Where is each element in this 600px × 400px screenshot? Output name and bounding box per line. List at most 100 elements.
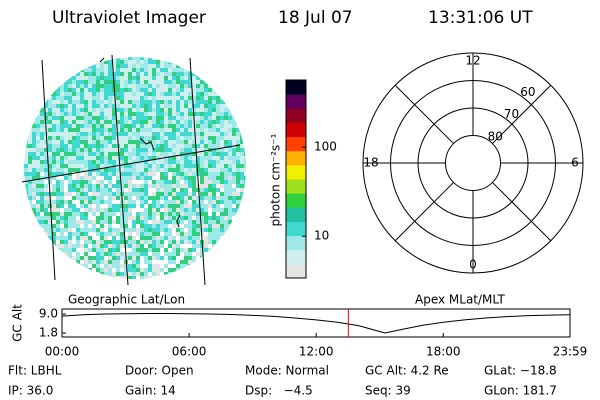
pixel <box>132 132 136 136</box>
pixel <box>32 200 36 204</box>
pixel <box>164 128 168 132</box>
pixel <box>76 224 80 228</box>
pixel <box>196 100 200 104</box>
pixel <box>52 136 56 140</box>
pixel <box>244 236 246 240</box>
pixel <box>176 184 180 188</box>
pixel <box>120 180 124 184</box>
pixel <box>228 72 232 76</box>
pixel <box>116 116 120 120</box>
pixel <box>200 280 204 284</box>
pixel <box>208 256 212 260</box>
pixel <box>24 96 28 100</box>
pixel <box>60 104 64 108</box>
pixel <box>232 228 236 232</box>
pixel <box>140 172 144 176</box>
pixel <box>152 72 156 76</box>
pixel <box>204 256 208 260</box>
pixel <box>108 160 112 164</box>
pixel <box>180 128 184 132</box>
pixel <box>56 160 60 164</box>
pixel <box>32 116 36 120</box>
pixel <box>24 252 28 256</box>
pixel <box>116 196 120 200</box>
pixel <box>108 112 112 116</box>
pixel <box>128 172 132 176</box>
pixel <box>140 132 144 136</box>
pixel <box>168 136 172 140</box>
pixel <box>168 224 172 228</box>
pixel <box>164 92 168 96</box>
pixel <box>228 180 232 184</box>
pixel <box>208 200 212 204</box>
pixel <box>52 168 56 172</box>
pixel <box>224 100 228 104</box>
pixel <box>200 188 204 192</box>
pixel <box>176 57 180 60</box>
pixel <box>220 136 224 140</box>
pixel <box>112 116 116 120</box>
pixel <box>108 256 112 260</box>
pixel <box>72 200 76 204</box>
pixel <box>32 176 36 180</box>
pixel <box>216 128 220 132</box>
pixel <box>68 256 72 260</box>
pixel <box>172 248 176 252</box>
pixel <box>160 240 164 244</box>
pixel <box>132 120 136 124</box>
pixel <box>68 68 72 72</box>
spoke <box>394 84 454 144</box>
pixel <box>160 108 164 112</box>
left-label: Geographic Lat/Lon <box>68 293 185 307</box>
pixel <box>68 220 72 224</box>
pixel <box>144 168 148 172</box>
pixel <box>48 57 52 60</box>
pixel <box>180 152 184 156</box>
pixel <box>160 244 164 248</box>
pixel <box>112 132 116 136</box>
pixel <box>104 72 108 76</box>
pixel <box>204 216 208 220</box>
pixel <box>68 184 72 188</box>
pixel <box>188 100 192 104</box>
pixel <box>196 156 200 160</box>
pixel <box>228 80 232 84</box>
pixel <box>124 57 128 60</box>
pixel <box>24 104 28 108</box>
pixel <box>36 280 40 284</box>
spoke <box>492 182 552 242</box>
pixel <box>144 256 148 260</box>
pixel <box>212 152 216 156</box>
pixel <box>28 96 32 100</box>
pixel <box>164 72 168 76</box>
pixel <box>48 240 52 244</box>
pixel <box>212 236 216 240</box>
pixel <box>68 252 72 256</box>
pixel <box>44 76 48 80</box>
pixel <box>76 212 80 216</box>
pixel <box>128 140 132 144</box>
pixel <box>244 224 246 228</box>
pixel <box>76 128 80 132</box>
pixel <box>48 272 52 276</box>
pixel <box>76 208 80 212</box>
pixel <box>164 256 168 260</box>
pixel <box>76 204 80 208</box>
pixel <box>96 268 100 272</box>
pixel <box>140 116 144 120</box>
pixel <box>116 208 120 212</box>
pixel <box>116 268 120 272</box>
pixel <box>76 148 80 152</box>
pixel <box>128 260 132 264</box>
pixel <box>76 168 80 172</box>
pixel <box>228 112 232 116</box>
pixel <box>208 176 212 180</box>
pixel <box>60 260 64 264</box>
pixel <box>244 68 246 72</box>
pixel <box>88 84 92 88</box>
pixel <box>176 192 180 196</box>
pixel <box>88 212 92 216</box>
pixel <box>48 252 52 256</box>
pixel <box>32 60 36 64</box>
pixel <box>192 260 196 264</box>
